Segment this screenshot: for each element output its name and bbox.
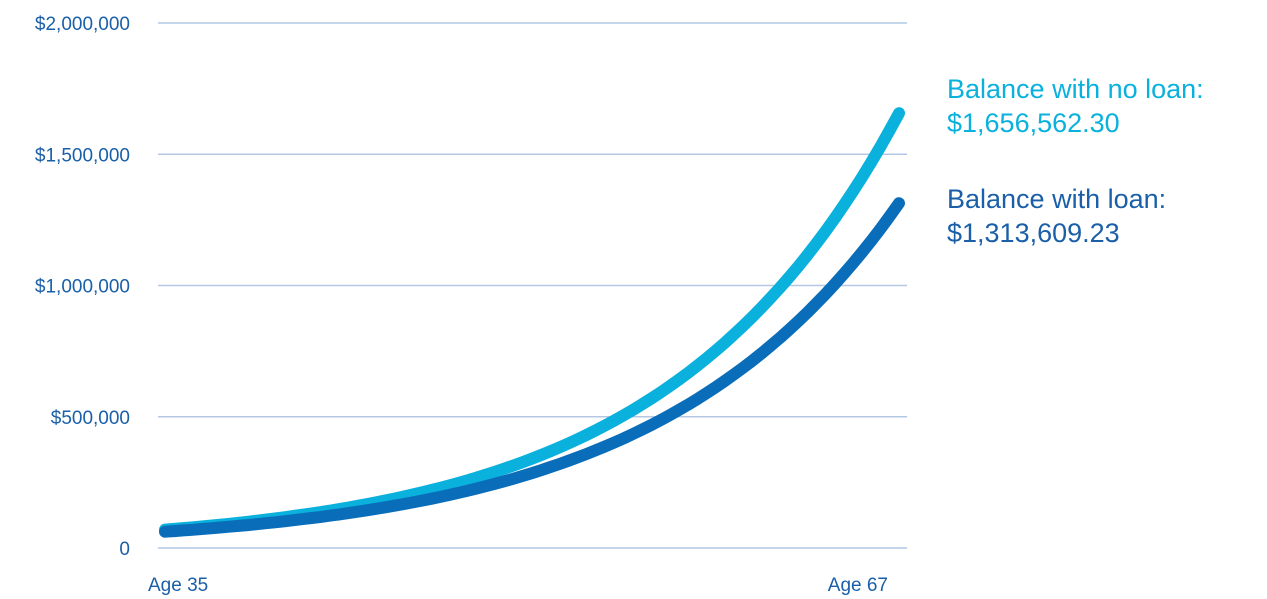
x-tick-label: Age 35 (148, 575, 208, 596)
legend-with-loan-label: Balance with loan: (947, 184, 1167, 214)
series-line-with-loan (159, 197, 905, 538)
legend-with-loan-value: $1,313,609.23 (947, 218, 1120, 248)
y-tick-label: $500,000 (51, 408, 130, 429)
gridlines (158, 22, 907, 549)
y-tick-label: $2,000,000 (35, 14, 130, 35)
x-tick-label: Age 67 (828, 575, 888, 596)
y-tick-label: 0 (119, 539, 130, 560)
y-tick-label: $1,000,000 (35, 277, 130, 298)
y-axis-tick-labels: 0 $500,000 $1,000,000 $1,500,000 $2,000,000 (35, 14, 130, 560)
series-lines (159, 107, 905, 538)
legend-balance-with-loan: Balance with loan: $1,313,609.23 (947, 182, 1166, 250)
x-axis-tick-labels: Age 35 Age 67 (148, 575, 888, 596)
legend-no-loan-value: $1,656,562.30 (947, 108, 1120, 138)
legend-balance-no-loan: Balance with no loan: $1,656,562.30 (947, 72, 1204, 140)
y-tick-label: $1,500,000 (35, 145, 130, 166)
legend-no-loan-label: Balance with no loan: (947, 74, 1204, 104)
